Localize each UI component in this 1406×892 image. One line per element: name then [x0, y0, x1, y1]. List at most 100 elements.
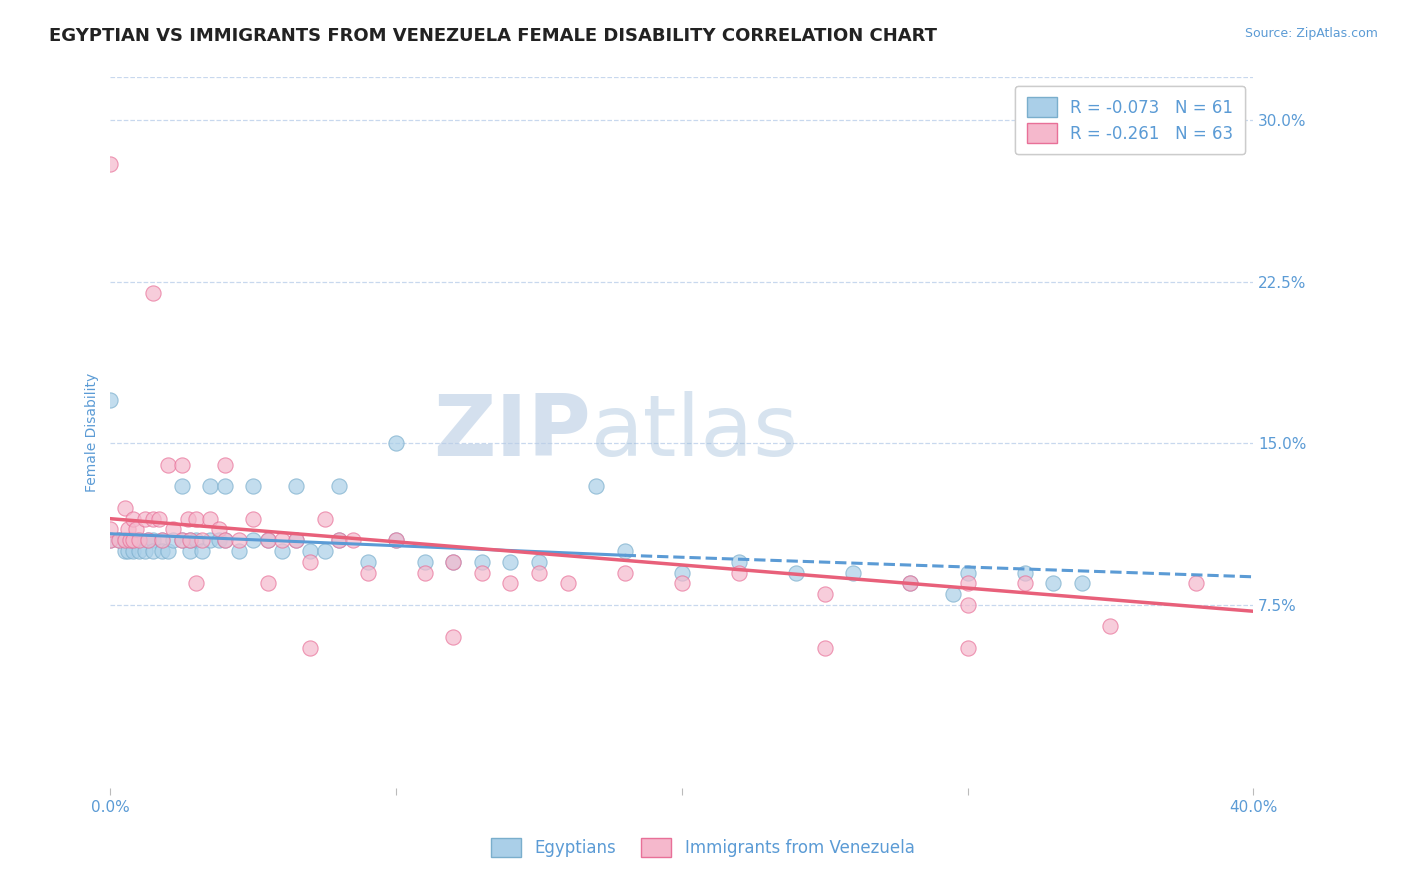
Point: [328, 533, 350, 548]
Point: [122, 533, 145, 548]
Point: [314, 511, 336, 525]
Point: [117, 523, 139, 537]
Point: [1099, 619, 1122, 633]
Point: [136, 533, 159, 548]
Point: [671, 566, 693, 580]
Point: [270, 533, 292, 548]
Point: [242, 533, 264, 548]
Point: [256, 533, 278, 548]
Point: [728, 555, 751, 569]
Point: [228, 544, 250, 558]
Point: [671, 576, 693, 591]
Point: [942, 587, 965, 601]
Text: Source: ZipAtlas.com: Source: ZipAtlas.com: [1244, 27, 1378, 40]
Point: [170, 479, 193, 493]
Point: [191, 533, 214, 548]
Point: [156, 458, 179, 472]
Point: [299, 544, 322, 558]
Y-axis label: Female Disability: Female Disability: [86, 373, 100, 492]
Point: [128, 533, 150, 548]
Point: [814, 640, 837, 655]
Point: [120, 533, 142, 548]
Point: [956, 640, 979, 655]
Point: [527, 555, 550, 569]
Point: [285, 479, 308, 493]
Point: [117, 544, 139, 558]
Point: [328, 479, 350, 493]
Point: [200, 533, 222, 548]
Point: [299, 640, 322, 655]
Point: [170, 533, 193, 548]
Point: [179, 533, 201, 548]
Point: [184, 576, 207, 591]
Point: [214, 533, 236, 548]
Point: [471, 566, 494, 580]
Point: [191, 544, 214, 558]
Point: [142, 533, 165, 548]
Point: [1185, 576, 1208, 591]
Point: [471, 555, 494, 569]
Point: [270, 544, 292, 558]
Point: [100, 533, 122, 548]
Point: [100, 393, 122, 408]
Point: [285, 533, 308, 548]
Point: [150, 544, 173, 558]
Text: EGYPTIAN VS IMMIGRANTS FROM VENEZUELA FEMALE DISABILITY CORRELATION CHART: EGYPTIAN VS IMMIGRANTS FROM VENEZUELA FE…: [49, 27, 938, 45]
Point: [441, 555, 464, 569]
Point: [356, 555, 378, 569]
Point: [214, 479, 236, 493]
Point: [100, 523, 122, 537]
Point: [328, 533, 350, 548]
Point: [413, 566, 436, 580]
Point: [150, 533, 173, 548]
Point: [956, 598, 979, 612]
Point: [527, 566, 550, 580]
Point: [125, 533, 148, 548]
Point: [228, 533, 250, 548]
Point: [134, 544, 156, 558]
Point: [299, 555, 322, 569]
Point: [385, 533, 408, 548]
Point: [385, 436, 408, 450]
Point: [108, 533, 131, 548]
Point: [156, 544, 179, 558]
Point: [170, 533, 193, 548]
Point: [613, 544, 636, 558]
Point: [256, 533, 278, 548]
Point: [114, 533, 136, 548]
Point: [785, 566, 807, 580]
Point: [356, 566, 378, 580]
Point: [342, 533, 364, 548]
Point: [1014, 566, 1036, 580]
Point: [114, 533, 136, 548]
Legend: Egyptians, Immigrants from Venezuela: Egyptians, Immigrants from Venezuela: [478, 824, 928, 871]
Point: [956, 566, 979, 580]
Point: [900, 576, 922, 591]
Point: [179, 544, 201, 558]
Point: [200, 511, 222, 525]
Point: [100, 156, 122, 170]
Point: [108, 533, 131, 548]
Point: [128, 544, 150, 558]
Point: [142, 544, 165, 558]
Point: [1042, 576, 1064, 591]
Point: [242, 511, 264, 525]
Point: [184, 511, 207, 525]
Legend: R = -0.073   N = 61, R = -0.261   N = 63: R = -0.073 N = 61, R = -0.261 N = 63: [1015, 86, 1244, 154]
Point: [842, 566, 865, 580]
Point: [114, 544, 136, 558]
Point: [162, 523, 184, 537]
Point: [114, 500, 136, 515]
Point: [613, 566, 636, 580]
Point: [208, 523, 231, 537]
Point: [136, 533, 159, 548]
Point: [122, 533, 145, 548]
Point: [142, 511, 165, 525]
Point: [184, 533, 207, 548]
Point: [728, 566, 751, 580]
Point: [285, 533, 308, 548]
Point: [122, 511, 145, 525]
Point: [585, 479, 607, 493]
Point: [385, 533, 408, 548]
Point: [314, 544, 336, 558]
